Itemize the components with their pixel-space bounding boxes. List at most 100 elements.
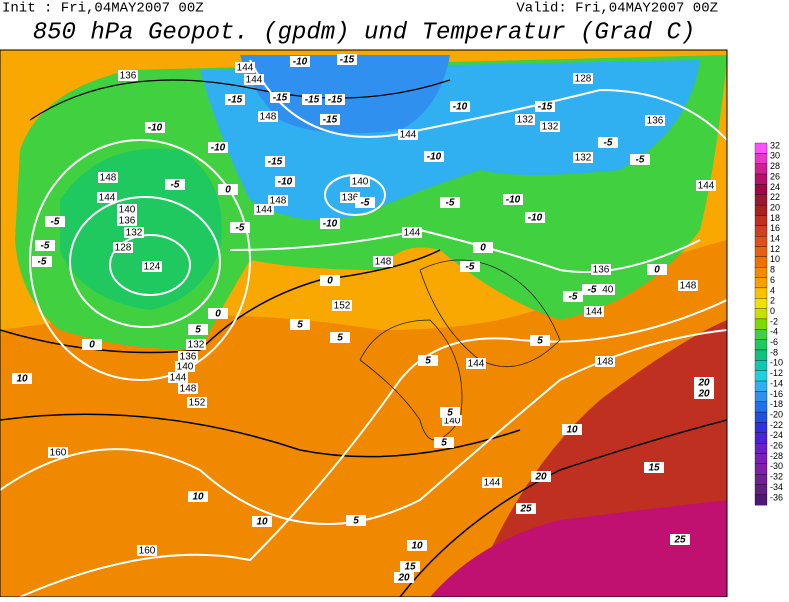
- temperature-label: -15: [273, 93, 288, 104]
- geopotential-label: 148: [375, 257, 392, 268]
- colorbar-swatch: [754, 267, 768, 278]
- geopotential-label: 144: [99, 193, 116, 204]
- colorbar-label: -28: [770, 451, 783, 461]
- colorbar-swatch: [754, 442, 768, 454]
- label-box: [113, 242, 133, 253]
- geopotential-label: 140: [597, 285, 614, 296]
- temperature-label: 0: [480, 243, 486, 254]
- label-box: [254, 204, 274, 215]
- colorbar-label: -26: [770, 441, 783, 451]
- isohypse: [69, 196, 221, 328]
- temperature-label: -5: [236, 223, 245, 234]
- label-box: [320, 218, 340, 229]
- label-box: [573, 73, 593, 84]
- map-area: [0, 50, 727, 597]
- label-box: [12, 373, 32, 384]
- label-box: [186, 339, 206, 350]
- label-box: [503, 194, 523, 205]
- colorbar-swatch: [754, 401, 768, 413]
- colorbar-swatch: [754, 380, 768, 392]
- colorbar-label: 2: [770, 296, 775, 306]
- geopotential-label: 144: [246, 75, 263, 86]
- temperature-label: -15: [228, 95, 243, 106]
- temperature-label: -5: [38, 257, 47, 268]
- colorbar-swatch: [754, 349, 768, 361]
- label-box: [275, 176, 295, 187]
- label-box: [373, 256, 393, 267]
- label-box: [165, 179, 185, 190]
- geopotential-label: 148: [260, 112, 277, 123]
- geopotential-label: 148: [100, 173, 117, 184]
- label-box: [268, 195, 288, 206]
- temperature-label: 5: [195, 325, 201, 336]
- colorbar-label: -22: [770, 420, 783, 430]
- colorbar-swatch: [754, 298, 768, 309]
- colorbar-swatch: [754, 184, 768, 195]
- temperature-label: -10: [453, 102, 468, 113]
- colorbar-label: 18: [770, 213, 780, 223]
- label-box: [563, 291, 583, 302]
- colorbar-swatch: [754, 432, 768, 444]
- label-box: [531, 471, 551, 482]
- temperature-label: -5: [361, 198, 370, 209]
- label-box: [175, 361, 195, 372]
- colorbar-swatch: [754, 142, 768, 154]
- colorbar-swatch: [754, 235, 768, 247]
- label-box: [337, 54, 357, 65]
- label-box: [407, 540, 427, 551]
- temperature-label: -10: [506, 195, 521, 206]
- geopotential-label: 144: [404, 228, 421, 239]
- geopotential-label: 124: [144, 262, 161, 273]
- temperature-label: -5: [51, 217, 60, 228]
- map-title: 850 hPa Geopot. (gpdm) und Temperatur (G…: [33, 19, 696, 46]
- temperature-label: 10: [566, 425, 578, 436]
- label-box: [591, 264, 611, 275]
- isohypse: [249, 59, 727, 141]
- geopotential-label: 144: [468, 359, 485, 370]
- label-box: [97, 192, 117, 203]
- temperature-label: -15: [538, 102, 553, 113]
- label-box: [562, 424, 582, 435]
- colorbar-label: -20: [770, 409, 783, 419]
- temperature-label: 25: [673, 535, 686, 546]
- label-box: [178, 351, 198, 362]
- label-box: [325, 94, 345, 105]
- colorbar-label: -34: [770, 482, 783, 492]
- temperature-label: -15: [268, 157, 283, 168]
- label-box: [442, 415, 462, 426]
- label-box: [290, 319, 310, 330]
- colorbar-swatch: [754, 329, 768, 340]
- temperature-label: -5: [569, 292, 578, 303]
- label-box: [400, 561, 420, 572]
- geopotential-label: 160: [50, 448, 67, 459]
- label-box: [32, 256, 52, 267]
- colorbar-label: -2: [770, 316, 778, 326]
- label-box: [188, 324, 208, 335]
- label-box: [235, 62, 255, 73]
- colorbar-swatch: [754, 453, 768, 465]
- geopotential-label: 144: [586, 307, 603, 318]
- label-box: [218, 184, 238, 195]
- label-box: [515, 114, 535, 125]
- colorbar-label: 0: [770, 306, 775, 316]
- isotherm: [0, 413, 521, 458]
- label-box: [644, 462, 664, 473]
- label-box: [394, 572, 414, 583]
- label-box: [330, 332, 350, 343]
- label-box: [466, 358, 486, 369]
- hottest-field: [430, 500, 727, 597]
- isohypse: [109, 234, 191, 296]
- geopotential-label: 132: [188, 340, 205, 351]
- label-box: [450, 101, 470, 112]
- label-box: [402, 227, 422, 238]
- temperature-label: -10: [323, 219, 338, 230]
- label-box: [670, 534, 690, 545]
- label-box: [418, 355, 438, 366]
- label-box: [35, 240, 55, 251]
- label-box: [696, 180, 716, 191]
- colorbar-swatch: [754, 308, 768, 320]
- colorbar-swatch: [754, 474, 768, 485]
- temperature-label: 5: [447, 408, 453, 419]
- geopotential-label: 136: [647, 116, 664, 127]
- colorbar-swatch: [754, 173, 768, 185]
